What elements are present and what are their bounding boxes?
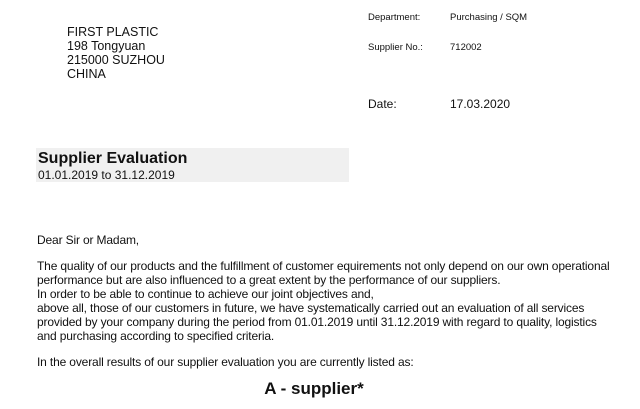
supplier-grade: A - supplier* xyxy=(264,379,364,398)
supplier-no-value: 712002 xyxy=(450,42,482,53)
department-label: Department: xyxy=(368,12,421,23)
evaluation-period: 01.01.2019 to 31.12.2019 xyxy=(38,168,175,182)
recipient-company: FIRST PLASTIC xyxy=(67,25,159,39)
paragraph-line: In order to be able to continue to achie… xyxy=(37,287,374,301)
recipient-country: CHINA xyxy=(67,67,106,81)
paragraph-line: provided by your company during the peri… xyxy=(37,315,597,329)
paragraph-line: The quality of our products and the fulf… xyxy=(37,259,610,273)
result-intro: In the overall results of our supplier e… xyxy=(37,355,414,369)
date-label: Date: xyxy=(368,97,397,111)
title-box xyxy=(36,148,349,182)
recipient-city: 215000 SUZHOU xyxy=(67,53,165,67)
paragraph-line: and purchasing according to specified cr… xyxy=(37,329,275,343)
paragraph-line: above all, those of our customers in fut… xyxy=(37,301,585,315)
supplier-no-label: Supplier No.: xyxy=(368,42,423,53)
paragraph-line: performance but are also influenced to a… xyxy=(37,273,501,287)
date-value: 17.03.2020 xyxy=(450,97,511,111)
recipient-street: 198 Tongyuan xyxy=(67,39,146,53)
department-value: Purchasing / SQM xyxy=(450,12,528,23)
salutation: Dear Sir or Madam, xyxy=(37,233,139,247)
page-title: Supplier Evaluation xyxy=(38,150,188,167)
